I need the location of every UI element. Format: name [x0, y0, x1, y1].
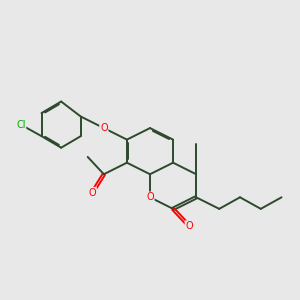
Text: O: O: [100, 123, 108, 133]
Text: O: O: [88, 188, 96, 198]
Text: O: O: [146, 192, 154, 202]
Text: O: O: [185, 221, 193, 231]
Text: Cl: Cl: [16, 120, 26, 130]
